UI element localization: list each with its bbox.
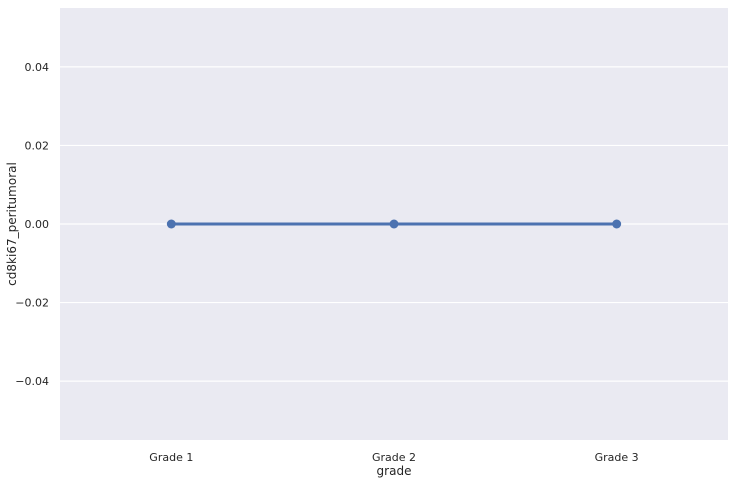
y-tick-label: 0.02 [25, 139, 50, 152]
y-tick-label: 0.00 [25, 218, 50, 231]
x-axis-label: grade [377, 464, 412, 478]
x-tick-label: Grade 3 [595, 451, 639, 464]
series [166, 219, 622, 229]
y-tick-label: −0.04 [15, 375, 49, 388]
x-tick-label: Grade 2 [372, 451, 416, 464]
x-tick-label: Grade 1 [149, 451, 193, 464]
y-tick-labels: −0.04 −0.02 0.00 0.02 0.04 [15, 61, 49, 388]
data-point [389, 219, 399, 229]
data-point [612, 219, 622, 229]
x-tick-labels: Grade 1 Grade 2 Grade 3 [149, 451, 638, 464]
y-axis-label: cd8ki67_peritumoral [5, 162, 19, 286]
data-point [166, 219, 176, 229]
y-tick-label: −0.02 [15, 297, 49, 310]
y-tick-label: 0.04 [25, 61, 50, 74]
